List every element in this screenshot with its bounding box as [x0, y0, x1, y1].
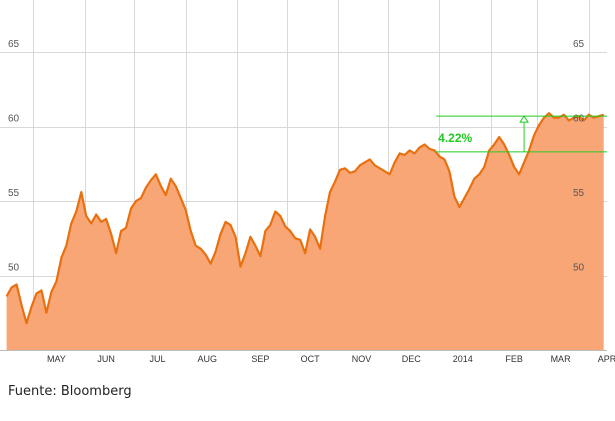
price-chart: 50 50 55 55 60 60 65 65 MAY JUN JUL AUG SEP OCT NOV DEC… [0, 0, 615, 364]
y-tick-label-right: 50 [573, 263, 585, 274]
source-note: Fuente: Bloomberg [8, 384, 132, 399]
series-line [5, 112, 605, 325]
x-tick-label: NOV [352, 354, 372, 364]
x-tick-label: 2014 [453, 354, 473, 364]
x-tick-label: AUG [198, 354, 218, 364]
x-tick-label: JUL [150, 354, 166, 364]
x-tick-label: APR [598, 354, 615, 364]
annotation-arrow-head [519, 115, 530, 123]
annotation-label: 4.22% [438, 131, 472, 145]
x-tick-label: MAR [551, 354, 572, 364]
y-tick-label-left: 65 [8, 39, 20, 50]
y-tick-label-left: 55 [8, 188, 20, 199]
x-tick-label: FEB [505, 354, 523, 364]
x-tick-label: JUN [97, 354, 115, 364]
x-tick-label: SEP [251, 354, 269, 364]
x-tick-label: DEC [402, 354, 422, 364]
y-tick-label-right: 65 [573, 39, 585, 50]
y-tick-label-right: 60 [573, 114, 585, 125]
x-tick-label: OCT [301, 354, 321, 364]
y-tick-label-left: 60 [8, 114, 20, 125]
series-area [6, 113, 604, 350]
price-chart-svg: 50 50 55 55 60 60 65 65 MAY JUN JUL AUG SEP OCT NOV DEC… [0, 0, 615, 364]
y-tick-label-left: 50 [8, 263, 20, 274]
y-tick-label-right: 55 [573, 188, 585, 199]
x-tick-label: MAY [47, 354, 66, 364]
